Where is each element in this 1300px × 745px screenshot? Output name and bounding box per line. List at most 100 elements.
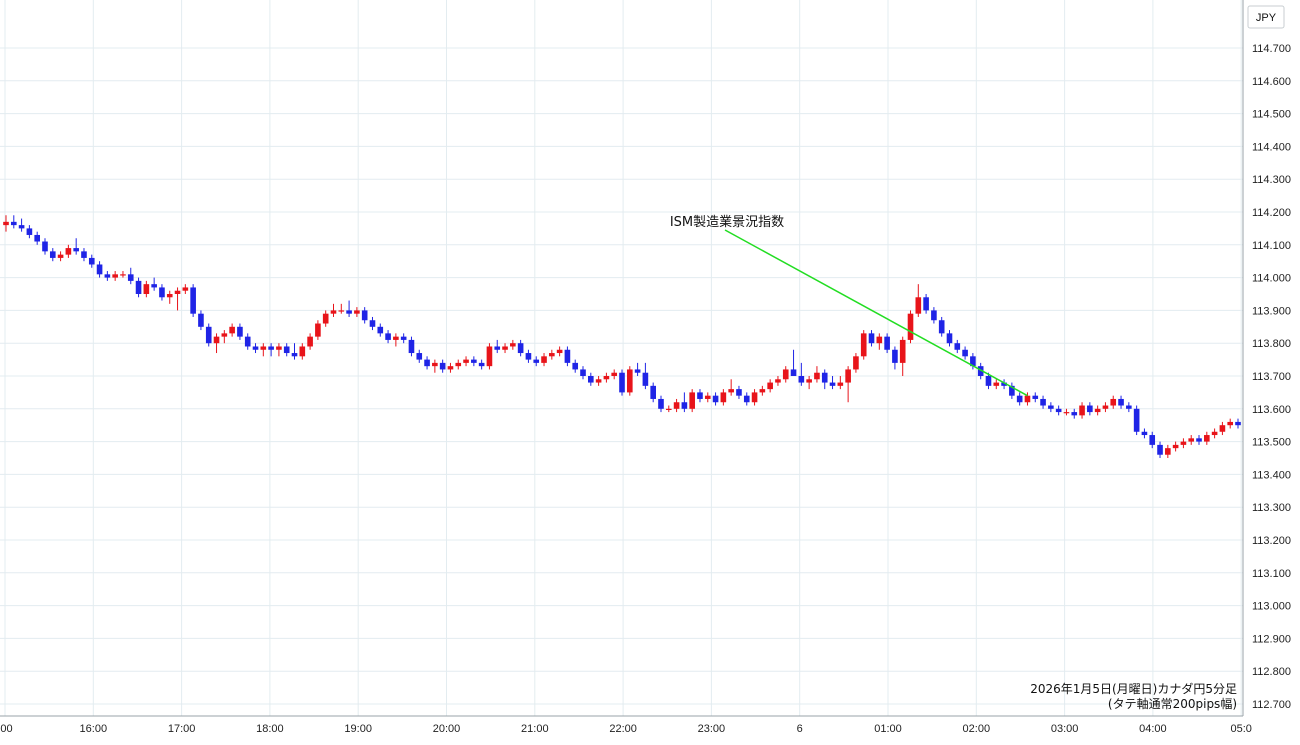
- y-tick-label: 112.700: [1252, 699, 1291, 711]
- candle-up: [626, 369, 633, 393]
- candle-down: [159, 287, 165, 298]
- candle-up: [213, 336, 220, 344]
- annotation-pointer-line: [724, 229, 1028, 397]
- candle-up: [65, 248, 72, 255]
- candle-down: [369, 320, 376, 327]
- x-tick-label: 17:00: [168, 723, 196, 735]
- candle-down: [572, 362, 579, 370]
- candle-down: [525, 353, 532, 360]
- candle-up: [463, 359, 469, 363]
- candle-down: [798, 376, 805, 383]
- candle-up: [673, 402, 680, 409]
- candle-down: [790, 369, 797, 376]
- candle-up: [174, 290, 181, 294]
- candle-down: [868, 333, 875, 344]
- candle-up: [299, 346, 306, 357]
- x-tick-label: 22:00: [609, 723, 637, 735]
- candle-down: [743, 395, 750, 403]
- y-tick-label: 114.400: [1252, 141, 1291, 153]
- candle-up: [767, 382, 773, 390]
- candle-down: [135, 280, 142, 294]
- candle-down: [736, 389, 742, 396]
- candle-down: [588, 376, 594, 383]
- candle-up: [354, 310, 360, 314]
- candle-down: [104, 274, 111, 278]
- candle-up: [1227, 421, 1234, 426]
- caption: 2026年1月5日(月曜日)カナダ円5分足 (タテ軸通常200pips幅): [1030, 681, 1237, 711]
- candle-up: [1079, 405, 1085, 416]
- x-tick-label: 05:0: [1230, 723, 1251, 735]
- candle-down: [634, 369, 641, 373]
- candle-down: [471, 359, 477, 363]
- candle-down: [96, 264, 103, 275]
- candle-up: [595, 379, 602, 383]
- candle-up: [1180, 441, 1187, 445]
- candle-down: [478, 362, 485, 367]
- candle-down: [88, 257, 95, 265]
- candle-up: [143, 284, 150, 294]
- caption-line-2: (タテ軸通常200pips幅): [1108, 696, 1237, 711]
- candle-down: [1032, 395, 1039, 399]
- candle-up: [860, 333, 867, 357]
- y-tick-label: 113.600: [1252, 404, 1291, 416]
- y-tick-label: 114.500: [1252, 109, 1291, 121]
- candle-down: [416, 353, 423, 360]
- candle-up: [221, 333, 228, 337]
- candle-down: [650, 385, 656, 399]
- candle-up: [166, 294, 173, 298]
- candle-down: [81, 251, 87, 258]
- x-tick-label: 02:00: [963, 723, 991, 735]
- candle-up: [853, 356, 859, 370]
- candle-up: [782, 369, 789, 380]
- candle-up: [502, 346, 508, 350]
- candle-down: [923, 297, 929, 311]
- candle-up: [665, 408, 672, 410]
- candle-down: [346, 310, 352, 314]
- candle-up: [1024, 395, 1031, 403]
- x-tick-label: 18:00: [256, 723, 284, 735]
- candle-series: [3, 215, 1241, 458]
- candle-down: [938, 320, 945, 334]
- candle-down: [642, 372, 649, 386]
- candle-down: [205, 326, 212, 344]
- candle-up: [720, 392, 727, 403]
- candle-up: [1063, 412, 1070, 414]
- y-tick-label: 113.700: [1252, 371, 1291, 383]
- candle-up: [993, 382, 1000, 386]
- candle-down: [658, 398, 664, 409]
- candle-down: [408, 339, 415, 354]
- candle-up: [751, 392, 758, 403]
- candle-down: [361, 310, 368, 321]
- candle-up: [611, 372, 618, 376]
- candle-down: [1126, 405, 1132, 409]
- y-tick-label: 114.100: [1252, 240, 1291, 252]
- candle-down: [49, 251, 56, 258]
- candle-up: [915, 297, 922, 314]
- y-tick-label: 114.200: [1252, 207, 1291, 219]
- y-tick-label: 114.300: [1252, 174, 1291, 186]
- candle-down: [198, 313, 204, 327]
- candle-up: [393, 336, 399, 340]
- y-tick-label: 113.500: [1252, 437, 1291, 449]
- candle-up: [3, 221, 9, 226]
- candle-up: [276, 346, 282, 350]
- candle-down: [681, 402, 688, 409]
- candle-down: [400, 336, 407, 340]
- candle-up: [1211, 431, 1218, 436]
- candle-down: [619, 372, 625, 393]
- candle-up: [541, 356, 547, 363]
- candle-up: [837, 382, 844, 386]
- candle-down: [564, 349, 571, 363]
- currency-label-box: JPY: [1247, 5, 1285, 29]
- x-tick-label: 23:00: [698, 723, 726, 735]
- candle-up: [112, 274, 118, 278]
- candle-down: [884, 336, 890, 350]
- candle-down: [1009, 385, 1015, 396]
- candle-up: [549, 353, 555, 357]
- candle-up: [845, 369, 851, 383]
- x-tick-label: 01:00: [874, 723, 902, 735]
- y-axis-labels: 114.700 114.600 114.500 114.400 114.300 114.2…: [1252, 43, 1291, 711]
- candle-down: [190, 287, 196, 314]
- candle-up: [1172, 444, 1179, 449]
- candle-up: [704, 395, 711, 399]
